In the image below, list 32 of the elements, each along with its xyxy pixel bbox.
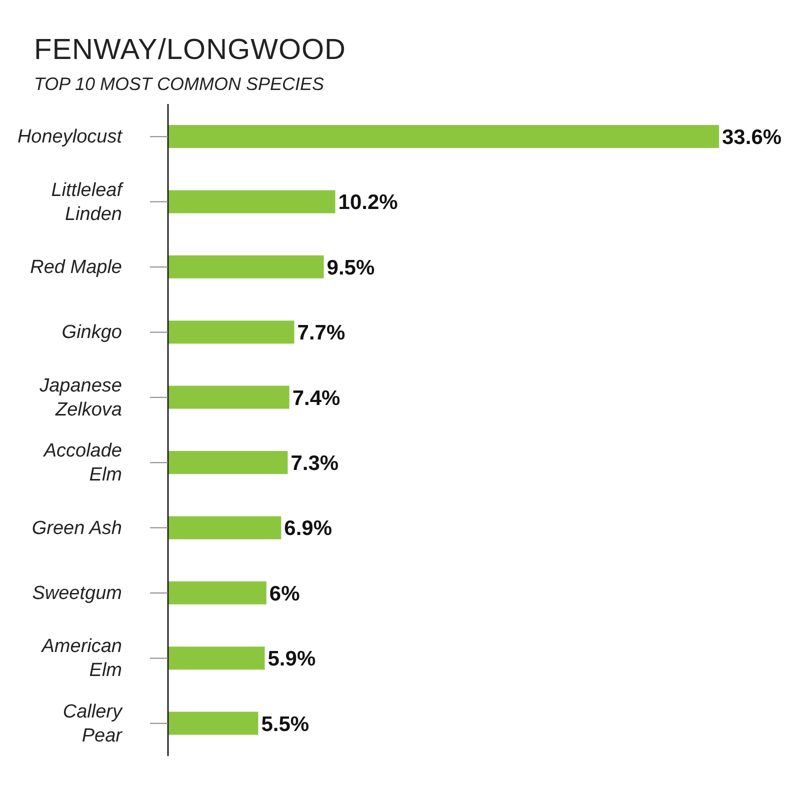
y-tick-label: Japanese Zelkova bbox=[38, 375, 122, 420]
bar bbox=[168, 125, 719, 148]
bar bbox=[168, 320, 294, 344]
data-label: 9.5% bbox=[326, 256, 375, 280]
bar bbox=[168, 451, 288, 474]
y-tick-label: Callery Pear bbox=[62, 701, 124, 746]
bar bbox=[168, 255, 324, 278]
y-tick-label: Green Ash bbox=[32, 518, 122, 539]
y-tick-label: Honeylocust bbox=[17, 126, 123, 148]
chart-title: FENWAY/LONGWOOD bbox=[34, 34, 346, 67]
y-tick-label: Accolade Elm bbox=[42, 440, 122, 486]
y-tick-label: Sweetgum bbox=[32, 583, 122, 604]
bar bbox=[168, 386, 290, 409]
data-label: 10.2% bbox=[338, 191, 398, 214]
data-label: 7.3% bbox=[290, 452, 339, 475]
bar bbox=[168, 581, 266, 604]
data-label: 6.9% bbox=[284, 517, 332, 540]
bar bbox=[168, 516, 282, 540]
chart-subtitle: TOP 10 MOST COMMON SPECIES bbox=[34, 74, 324, 95]
y-tick-label: Ginkgo bbox=[62, 322, 122, 344]
y-tick-label: Littleleaf Linden bbox=[51, 180, 124, 225]
data-label: 7.4% bbox=[292, 386, 341, 410]
y-tick-label: American Elm bbox=[40, 636, 122, 682]
bar bbox=[168, 190, 336, 214]
bar bbox=[168, 646, 265, 670]
data-label: 6% bbox=[269, 582, 300, 606]
data-label: 5.5% bbox=[261, 712, 310, 736]
y-tick-label: Red Maple bbox=[30, 257, 122, 278]
data-label: 33.6% bbox=[722, 126, 782, 149]
bar bbox=[168, 712, 258, 735]
data-label: 7.7% bbox=[297, 322, 346, 345]
data-label: 5.9% bbox=[268, 648, 316, 671]
